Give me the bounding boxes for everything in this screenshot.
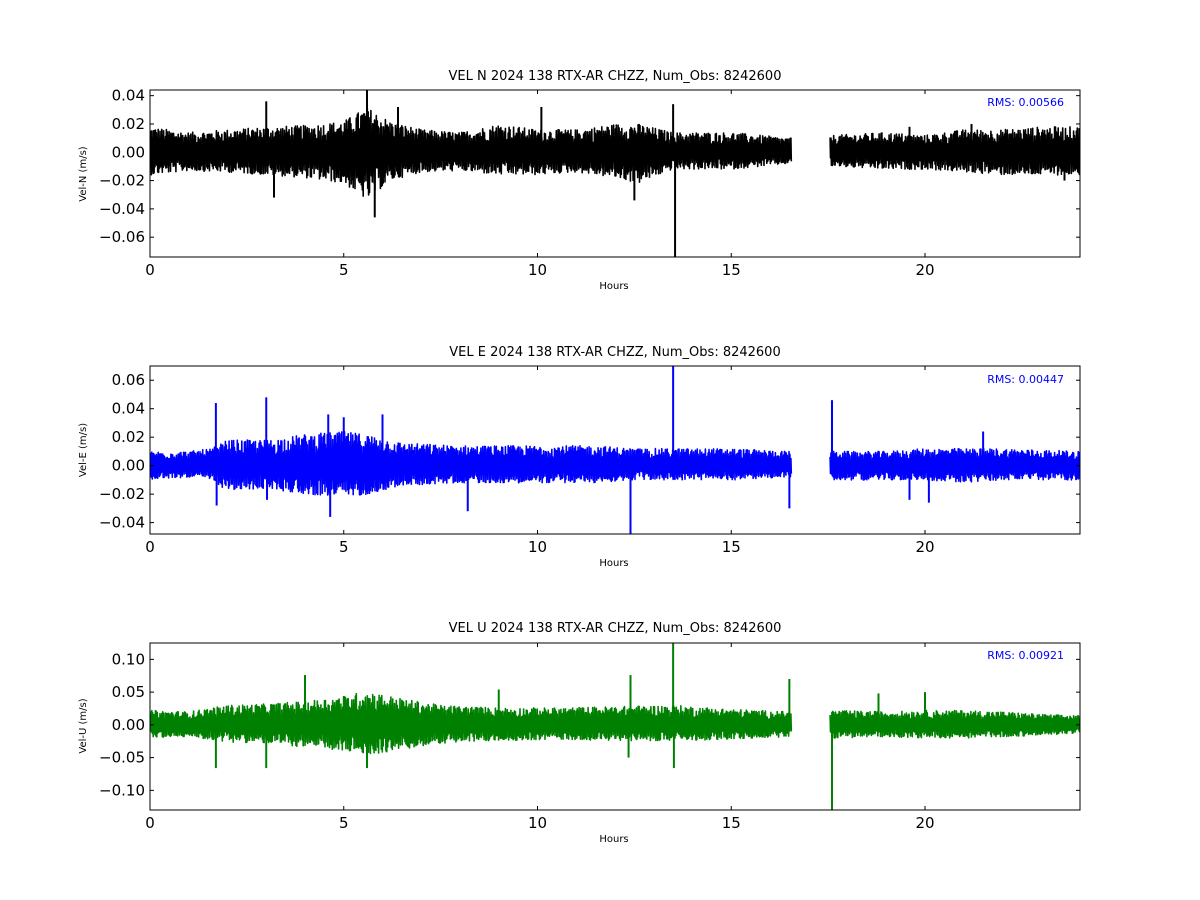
rms-annotation: RMS: 0.00566: [987, 96, 1064, 109]
y-tick-label: 0.04: [112, 87, 145, 105]
x-axis-label: Hours: [599, 558, 628, 569]
x-tick-label: 10: [528, 538, 547, 556]
x-tick-label: 5: [339, 261, 349, 279]
x-tick-label: 20: [915, 814, 934, 832]
series-trace-segment: [150, 692, 793, 755]
y-tick-label: 0.05: [112, 683, 145, 701]
y-tick-label: −0.05: [99, 749, 145, 767]
x-axis-label: Hours: [599, 281, 628, 292]
x-tick-label: 15: [722, 261, 741, 279]
y-tick-label: −0.10: [99, 781, 145, 799]
x-tick-label: 5: [339, 814, 349, 832]
y-tick-label: −0.04: [99, 200, 145, 218]
panel-title: VEL N 2024 138 RTX-AR CHZZ, Num_Obs: 824…: [449, 69, 782, 84]
series-trace-segment: [829, 709, 1080, 739]
plot-area: [150, 643, 1080, 810]
y-tick-label: 0.06: [112, 371, 145, 389]
x-tick-label: 10: [528, 814, 547, 832]
y-tick-label: 0.00: [112, 457, 145, 475]
y-tick-label: 0.04: [112, 400, 145, 418]
panel-north: VEL N 2024 138 RTX-AR CHZZ, Num_Obs: 824…: [78, 69, 1081, 292]
panel-title: VEL E 2024 138 RTX-AR CHZZ, Num_Obs: 824…: [449, 345, 780, 360]
x-tick-label: 5: [339, 538, 349, 556]
series-trace-segment: [150, 430, 793, 496]
series-trace-segment: [829, 447, 1080, 483]
y-tick-label: −0.04: [99, 514, 145, 532]
panel-title: VEL U 2024 138 RTX-AR CHZZ, Num_Obs: 824…: [449, 621, 782, 636]
y-tick-label: −0.02: [99, 485, 145, 503]
y-tick-label: −0.06: [99, 228, 145, 246]
axes-frame: [149, 642, 1081, 811]
series-trace-segment: [150, 107, 793, 197]
rms-annotation: RMS: 0.00921: [987, 649, 1064, 662]
y-tick-label: 0.10: [112, 650, 145, 668]
y-tick-label: 0.00: [112, 143, 145, 161]
y-axis-label: Vel-U (m/s): [78, 698, 89, 753]
plot-area: [150, 366, 1080, 534]
axes-frame: [149, 89, 1081, 258]
y-axis-label: Vel-E (m/s): [78, 423, 89, 477]
y-axis-label: Vel-N (m/s): [78, 146, 89, 201]
x-tick-label: 20: [915, 261, 934, 279]
y-tick-label: 0.02: [112, 428, 145, 446]
plot-area: [150, 90, 1080, 257]
x-tick-label: 15: [722, 814, 741, 832]
y-tick-label: −0.02: [99, 172, 145, 190]
axes-frame: [149, 365, 1081, 535]
y-tick-label: 0.02: [112, 115, 145, 133]
x-tick-label: 20: [915, 538, 934, 556]
panel-east: VEL E 2024 138 RTX-AR CHZZ, Num_Obs: 824…: [78, 345, 1081, 569]
y-tick-label: 0.00: [112, 716, 145, 734]
panel-up: VEL U 2024 138 RTX-AR CHZZ, Num_Obs: 824…: [78, 621, 1081, 845]
x-tick-label: 0: [145, 814, 155, 832]
x-tick-label: 0: [145, 261, 155, 279]
rms-annotation: RMS: 0.00447: [987, 373, 1064, 386]
x-tick-label: 10: [528, 261, 547, 279]
series-trace-segment: [829, 126, 1080, 176]
x-tick-label: 0: [145, 538, 155, 556]
x-tick-label: 15: [722, 538, 741, 556]
x-axis-label: Hours: [599, 834, 628, 845]
